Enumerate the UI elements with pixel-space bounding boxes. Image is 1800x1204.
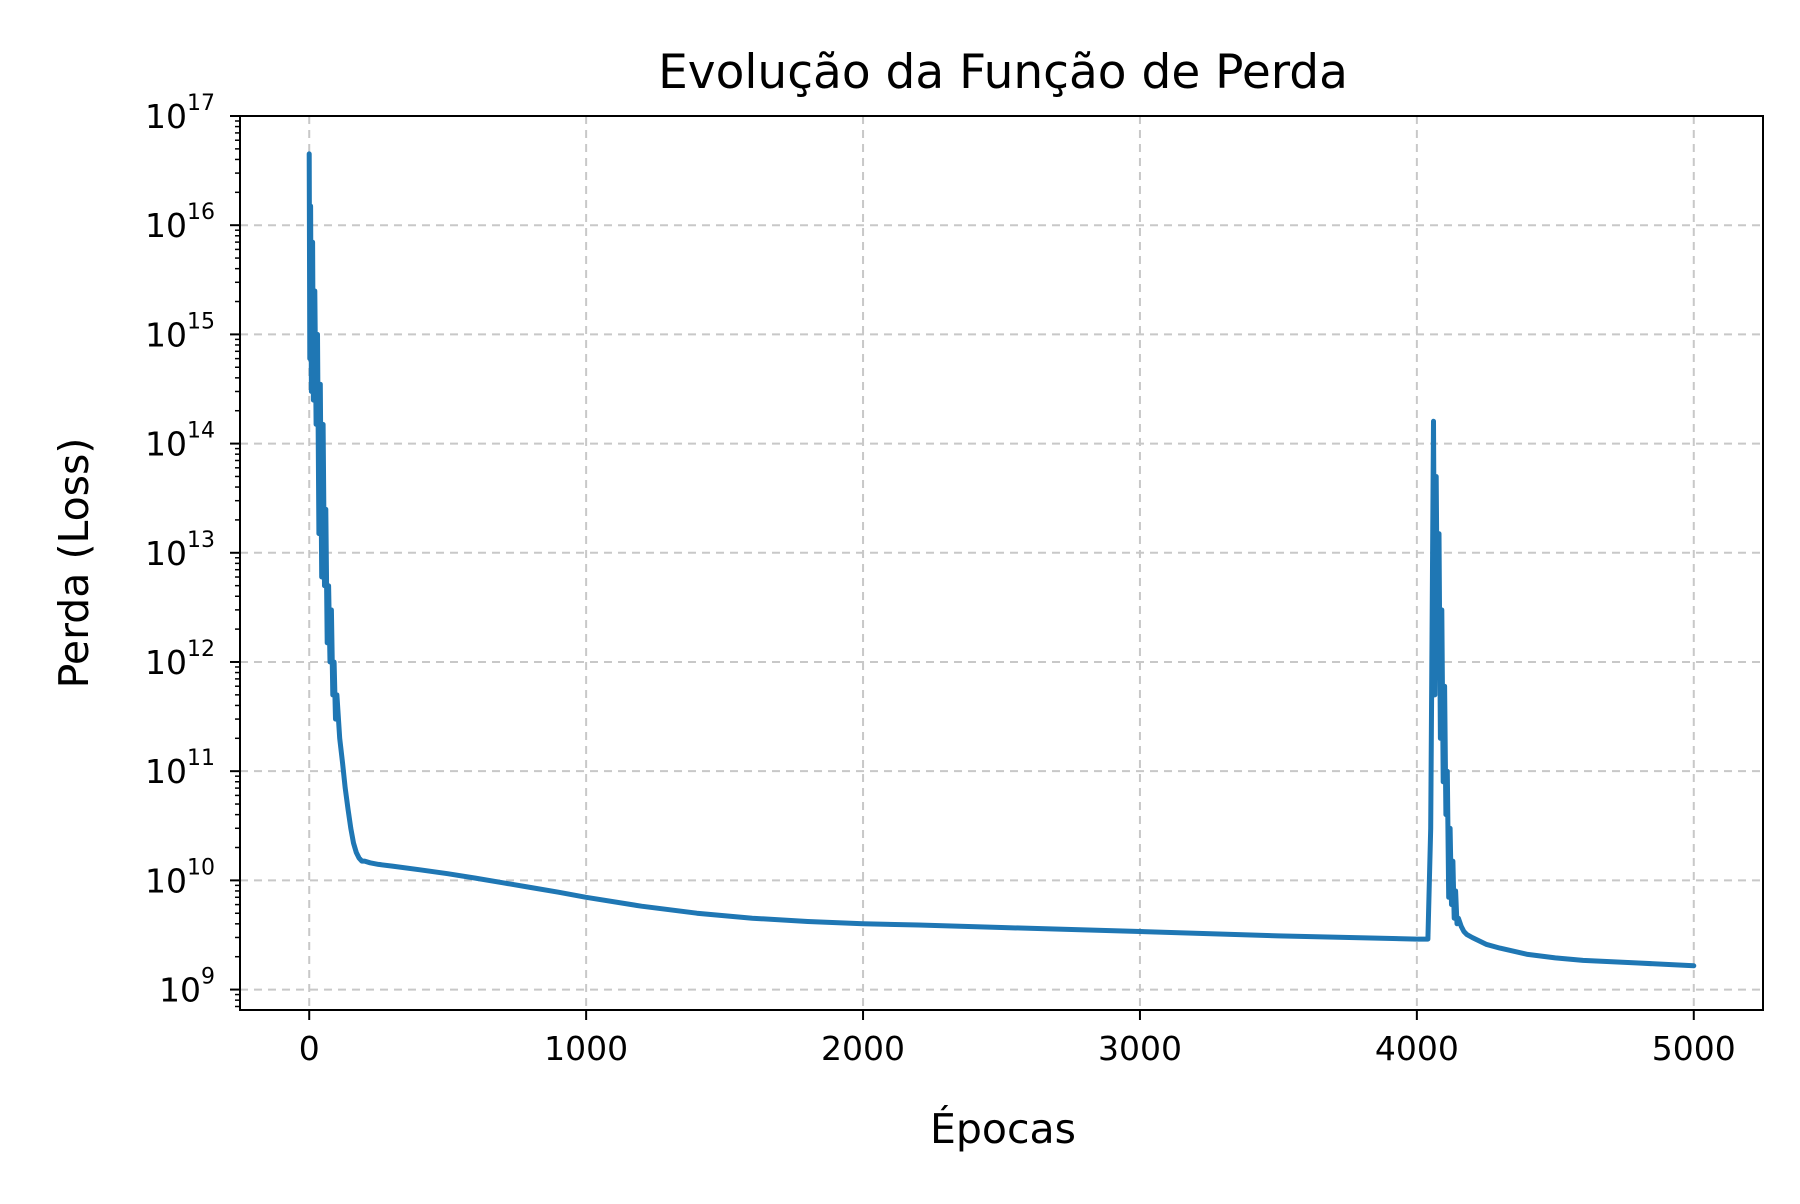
y-tick-label-base: 10 — [159, 971, 201, 1010]
y-tick-label-base: 10 — [145, 643, 187, 682]
y-tick-label-exponent: 12 — [187, 637, 215, 662]
y-tick-label: 1012 — [145, 637, 215, 682]
grid-layer — [240, 115, 1763, 1010]
y-tick-label-base: 10 — [145, 752, 187, 791]
y-tick-label: 109 — [159, 965, 215, 1010]
y-tick-label-exponent: 13 — [187, 528, 215, 553]
x-tick-label: 3000 — [1098, 1029, 1182, 1068]
y-tick-label: 1014 — [145, 419, 215, 464]
y-tick-label-exponent: 11 — [187, 746, 215, 771]
y-tick-label-base: 10 — [145, 425, 187, 464]
y-tick-label-base: 10 — [145, 861, 187, 900]
y-axis-label: Perda (Loss) — [50, 438, 98, 689]
y-tick-label-base: 10 — [145, 97, 187, 136]
y-tick-label-exponent: 17 — [187, 91, 215, 116]
ticks-layer: 0 1000 2000 3000 4000 50001091010101110121013… — [145, 91, 1736, 1068]
x-tick-label: 2000 — [821, 1029, 905, 1068]
x-tick-label: 1000 — [544, 1029, 628, 1068]
y-tick-label-base: 10 — [145, 534, 187, 573]
y-tick-label: 1017 — [145, 91, 215, 136]
y-tick-label: 1010 — [145, 855, 215, 900]
y-tick-label: 1013 — [145, 528, 215, 573]
y-tick-label: 1015 — [145, 309, 215, 354]
x-axis-label: Épocas — [930, 1105, 1076, 1153]
y-tick-label-exponent: 16 — [187, 200, 215, 225]
series-layer — [306, 151, 1697, 969]
y-tick-label-base: 10 — [145, 315, 187, 354]
y-tick-label-base: 10 — [145, 206, 187, 245]
y-tick-label-exponent: 9 — [201, 965, 215, 990]
x-tick-label: 0 — [299, 1029, 320, 1068]
x-tick-label: 4000 — [1375, 1029, 1459, 1068]
y-tick-label-exponent: 10 — [187, 855, 215, 880]
loss-series-line — [306, 151, 1697, 969]
y-tick-label-exponent: 15 — [187, 309, 215, 334]
y-tick-label: 1016 — [145, 200, 215, 245]
chart-title: Evolução da Função de Perda — [658, 45, 1348, 100]
x-tick-label: 5000 — [1652, 1029, 1736, 1068]
y-tick-label: 1011 — [145, 746, 215, 791]
y-tick-label-exponent: 14 — [187, 419, 215, 444]
